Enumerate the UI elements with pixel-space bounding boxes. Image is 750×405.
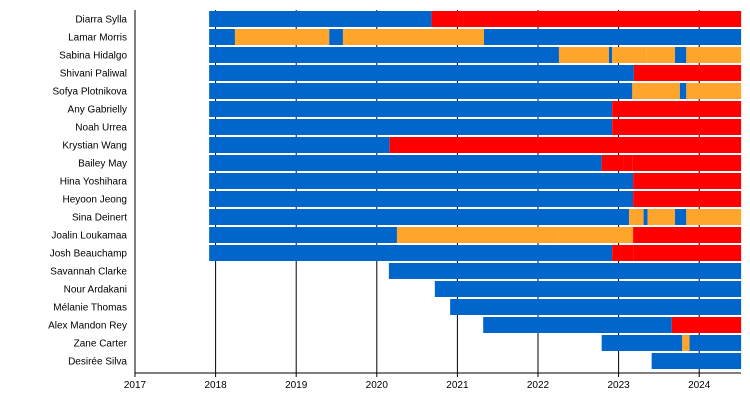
x-tick-label: 2019 — [285, 380, 308, 391]
x-tick-label: 2022 — [527, 380, 550, 391]
bar-segment-blue — [651, 353, 742, 369]
row-label: Sabina Hidalgo — [59, 51, 127, 62]
bar-segment-blue — [675, 47, 687, 63]
x-tick-label: 2024 — [688, 380, 711, 391]
bar-segment-blue — [209, 209, 630, 225]
bar-segment-orange — [558, 227, 634, 243]
bar-segment-blue — [675, 209, 687, 225]
x-tick-label: 2017 — [124, 380, 147, 391]
bar-segment-orange — [612, 47, 647, 63]
row-label: Any Gabrielly — [68, 105, 127, 116]
bar-segment-orange — [629, 209, 644, 225]
row-label: Lamar Morris — [68, 33, 127, 44]
row-label: Hina Yoshihara — [60, 177, 128, 188]
bar-segment-orange — [686, 209, 742, 225]
bar-segment-red — [633, 245, 742, 261]
bar-segment-orange — [234, 29, 330, 45]
bar-segment-blue — [209, 47, 559, 63]
bar-segment-blue — [329, 29, 343, 45]
bar-segment-orange — [686, 83, 742, 99]
bar-segment-red — [633, 173, 742, 189]
bar-segment-blue — [434, 281, 742, 297]
bar-segment-red — [463, 11, 742, 27]
row-label: Shivani Paliwal — [60, 69, 127, 80]
bar-segment-red — [632, 155, 742, 171]
row-label: Noah Urrea — [75, 123, 127, 134]
bar-segment-blue — [601, 335, 683, 351]
row-label: Nour Ardakani — [64, 285, 127, 296]
row-label: Savannah Clarke — [50, 267, 127, 278]
bar-segment-red — [633, 65, 742, 81]
bar-segment-blue — [209, 191, 634, 207]
bar-segment-blue — [450, 299, 742, 315]
bar-segment-blue — [209, 155, 602, 171]
bar-segment-orange — [558, 47, 609, 63]
bar-segment-red — [612, 119, 742, 135]
bar-segment-blue — [483, 29, 742, 45]
bar-segment-blue — [209, 119, 613, 135]
bar-segment-orange — [396, 227, 445, 243]
row-label: Desirée Silva — [68, 357, 127, 368]
bar-segment-blue — [209, 29, 235, 45]
row-label: Alex Mandon Rey — [48, 321, 127, 332]
bar-segment-orange — [686, 47, 742, 63]
row-label: Joalin Loukamaa — [51, 231, 127, 242]
bar-segment-red — [612, 101, 742, 117]
row-label: Bailey May — [78, 159, 127, 170]
bar-segment-red — [612, 245, 634, 261]
x-tick-label: 2020 — [366, 380, 389, 391]
x-tick-label: 2018 — [204, 380, 227, 391]
x-tick-label: 2021 — [446, 380, 469, 391]
bar-segment-red — [601, 155, 624, 171]
bar-segment-blue — [388, 263, 742, 279]
bar-segment-blue — [689, 335, 742, 351]
bar-segment-orange — [444, 227, 559, 243]
bar-segment-blue — [209, 65, 634, 81]
bar-segment-red — [431, 11, 464, 27]
row-label: Diarra Sylla — [75, 15, 127, 26]
bar-segment-orange — [632, 83, 680, 99]
row-label: Sina Deinert — [72, 213, 127, 224]
bar-segment-red — [623, 155, 633, 171]
row-label: Josh Beauchamp — [50, 249, 128, 260]
bar-segment-blue — [643, 209, 648, 225]
bar-segment-blue — [209, 101, 613, 117]
bar-segment-red — [389, 137, 742, 153]
bar-segment-blue — [209, 227, 397, 243]
bar-segment-blue — [209, 137, 390, 153]
bar-segment-blue — [209, 83, 633, 99]
row-label: Zane Carter — [74, 339, 128, 350]
x-tick-label: 2023 — [607, 380, 630, 391]
row-labels: Diarra Sylla Lamar Morris Sabina Hidalgo Sh… — [48, 15, 128, 368]
row-label: Heyoon Jeong — [63, 195, 128, 206]
bar-segment-red — [633, 191, 742, 207]
row-label: Mélanie Thomas — [53, 303, 127, 314]
bar-segment-red — [671, 317, 742, 333]
bar-segment-blue — [209, 173, 634, 189]
bar-segment-blue — [209, 245, 613, 261]
x-axis: 2017 2018 2019 2020 2021 2022 2023 2024 — [124, 10, 741, 391]
bar-segment-blue — [608, 47, 613, 63]
bar-segment-red — [633, 227, 742, 243]
bar-segment-orange — [647, 209, 676, 225]
bar-segment-orange — [342, 29, 484, 45]
bar-segment-blue — [209, 11, 432, 27]
bar-segment-blue — [483, 317, 672, 333]
bar-segment-orange — [646, 47, 676, 63]
bar-segment-blue — [679, 83, 687, 99]
row-label: Sofya Plotnikova — [53, 87, 128, 98]
bar-segment-orange — [682, 335, 690, 351]
row-label: Krystian Wang — [62, 141, 127, 152]
bars — [209, 11, 742, 369]
